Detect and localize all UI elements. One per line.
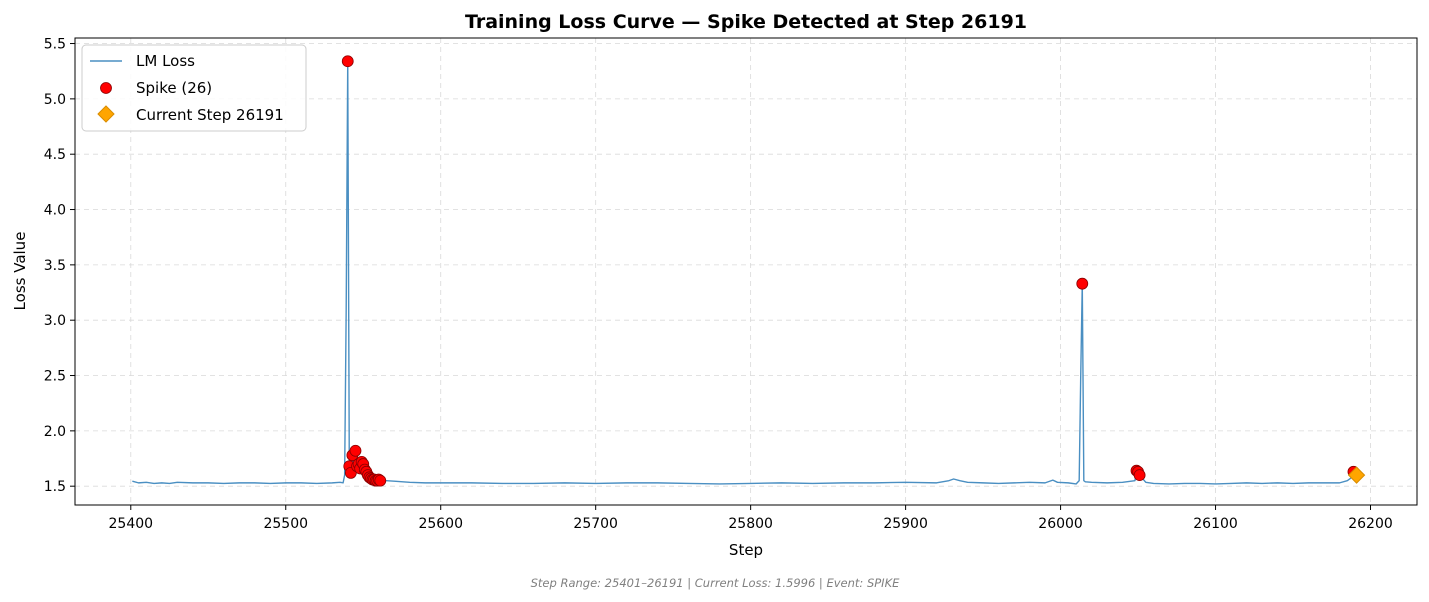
y-tick-label: 5.5	[44, 37, 66, 53]
x-tick-label: 25700	[573, 516, 618, 532]
current-step-marker	[1347, 466, 1366, 484]
legend-entry-lm-loss: LM Loss	[136, 52, 195, 70]
x-tick-label: 25600	[418, 516, 463, 532]
legend-entry-spike: Spike (26)	[136, 79, 212, 97]
y-tick-label: 1.5	[44, 479, 66, 495]
legend-current-swatch	[97, 105, 115, 123]
legend-entry-current-step: Current Step 26191	[136, 106, 284, 124]
legend-spike-swatch	[100, 82, 112, 94]
spike-point	[1076, 277, 1089, 290]
x-tick-label: 25400	[109, 516, 154, 532]
y-tick-label: 4.0	[44, 203, 66, 219]
x-tick-label: 25900	[883, 516, 928, 532]
grid-lines	[75, 38, 1417, 505]
y-tick-label: 2.5	[44, 369, 66, 385]
y-tick-label: 5.0	[44, 92, 66, 108]
x-tick-label: 25800	[728, 516, 773, 532]
x-tick-label: 26000	[1038, 516, 1083, 532]
spike-point	[374, 474, 387, 487]
axis-ticks: 25400 25500 25600 25700 25800 25900 26000 26100…	[44, 37, 1393, 532]
spike-point	[349, 444, 362, 457]
chart-title: Training Loss Curve — Spike Detected at …	[465, 11, 1027, 33]
y-tick-label: 3.0	[44, 313, 66, 329]
y-axis-label: Loss Value	[11, 232, 29, 311]
x-tick-label: 25500	[263, 516, 308, 532]
x-tick-label: 26200	[1348, 516, 1393, 532]
axes-frame	[74, 37, 1418, 506]
x-axis-label: Step	[729, 541, 763, 559]
legend-box	[81, 44, 307, 132]
footer-note: Step Range: 25401–26191 | Current Loss: …	[531, 576, 900, 590]
y-tick-label: 3.5	[44, 258, 66, 274]
y-tick-label: 4.5	[44, 147, 66, 163]
legend: LM Loss Spike (26) Current Step 26191	[81, 44, 307, 132]
plot-area	[132, 55, 1366, 487]
spike-point	[341, 55, 354, 68]
spike-point	[1133, 469, 1146, 482]
y-tick-label: 2.0	[44, 424, 66, 440]
loss-line	[132, 60, 1357, 485]
x-tick-label: 26100	[1193, 516, 1238, 532]
